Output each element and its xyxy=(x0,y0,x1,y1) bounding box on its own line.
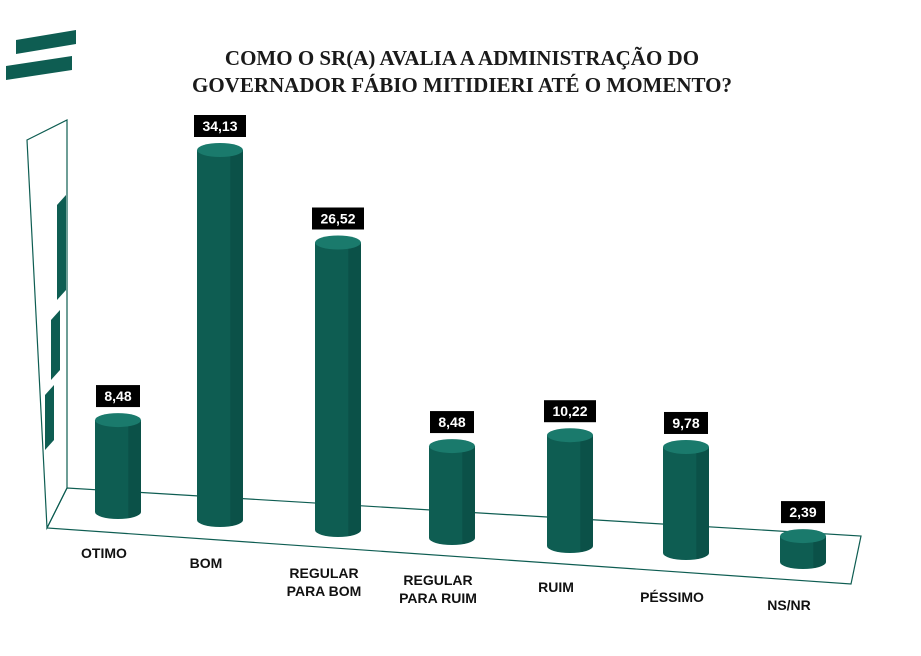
bar-top xyxy=(197,143,243,157)
bar-3: 26,52 xyxy=(312,207,364,537)
category-label-6: PÉSSIMO xyxy=(640,589,704,605)
logo-stripe-top xyxy=(16,30,76,54)
category-labels: OTIMO BOM REGULAR PARA BOM REGULAR PARA RUIM R… xyxy=(81,545,811,613)
bar-top xyxy=(780,529,826,544)
bar-shade xyxy=(813,536,826,568)
value-label: 2,39 xyxy=(789,504,816,520)
bar-shade xyxy=(348,242,361,536)
logo xyxy=(6,30,76,80)
category-label-3: REGULAR PARA BOM xyxy=(287,565,362,599)
category-label-7: NS/NR xyxy=(767,597,811,613)
back-wall-frame xyxy=(26,119,68,531)
value-label-box xyxy=(544,400,596,423)
bar-shade xyxy=(580,435,593,552)
wall-logo-stripe-mid xyxy=(51,310,60,380)
value-label: 34,13 xyxy=(202,118,237,134)
category-label-2: BOM xyxy=(190,555,223,571)
value-label: 26,52 xyxy=(320,210,355,226)
back-wall xyxy=(26,119,68,531)
bar-shade xyxy=(128,420,141,518)
value-label-box xyxy=(664,411,708,434)
value-label-box xyxy=(312,207,364,230)
category-label-4: REGULAR PARA RUIM xyxy=(399,572,477,606)
value-label-box xyxy=(430,411,474,434)
bar-top xyxy=(315,235,361,250)
bar-top xyxy=(547,428,593,443)
bar-2: 34,13 xyxy=(194,115,246,527)
chart-title-line-2: GOVERNADOR FÁBIO MITIDIERI ATÉ O MOMENTO… xyxy=(192,73,732,97)
value-label: 10,22 xyxy=(552,403,587,419)
floor-plane xyxy=(46,487,862,585)
value-label: 8,48 xyxy=(104,388,131,404)
value-label-box xyxy=(781,501,825,524)
value-label: 8,48 xyxy=(438,414,465,430)
value-label: 9,78 xyxy=(672,415,699,431)
chart-title-line-1: COMO O SR(A) AVALIA A ADMINISTRAÇÃO DO xyxy=(225,46,699,70)
category-label-1: OTIMO xyxy=(81,545,127,561)
bar-top xyxy=(95,413,141,428)
bar-shade xyxy=(462,446,475,544)
bar-5: 10,22 xyxy=(544,400,596,553)
bars-group: 8,48 34,13 26,52 8,48 10,22 9,78 2,39 xyxy=(95,115,826,569)
bar-6: 9,78 xyxy=(663,411,709,560)
bar-shade xyxy=(230,150,243,526)
bar-top xyxy=(663,439,709,454)
logo-stripe-bottom xyxy=(6,56,72,80)
category-label-5: RUIM xyxy=(538,579,574,595)
wall-logo-stripe-bottom xyxy=(45,385,54,450)
value-label-box xyxy=(194,115,246,137)
bar-4: 8,48 xyxy=(429,411,475,545)
bar-1: 8,48 xyxy=(95,385,141,519)
bar-top xyxy=(429,439,475,454)
wall-logo-stripe-top xyxy=(57,195,66,300)
value-label-box xyxy=(96,385,140,408)
bar-shade xyxy=(696,446,709,559)
bar-7: 2,39 xyxy=(780,501,826,569)
